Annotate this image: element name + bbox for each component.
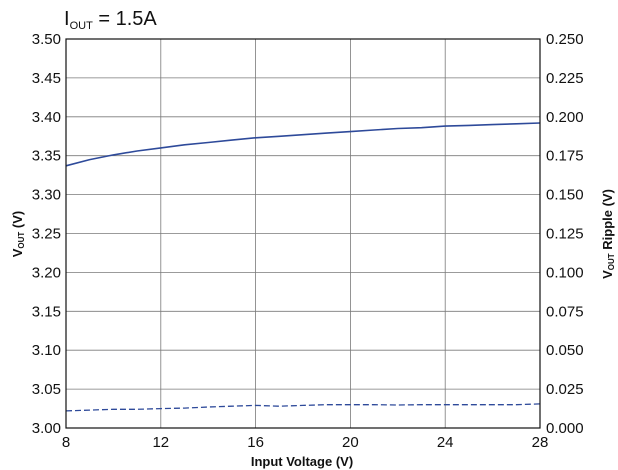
- y-right-tick-label: 0.025: [546, 381, 584, 398]
- y-left-tick-label: 3.45: [32, 70, 61, 87]
- x-tick-label: 20: [342, 434, 359, 451]
- y-left-tick-label: 3.30: [32, 187, 61, 204]
- y-axis-left-title: VOUT (V): [10, 211, 26, 258]
- y-right-tick-label: 0.075: [546, 303, 584, 320]
- grid: [65, 38, 541, 429]
- y-right-tick-label: 0.225: [546, 70, 584, 87]
- y-right-tick-label: 0.150: [546, 187, 584, 204]
- y-left-tick-label: 3.05: [32, 381, 61, 398]
- y-right-tick-label: 0.125: [546, 226, 584, 243]
- x-axis-title: Input Voltage (V): [251, 454, 353, 469]
- y-left-tick-label: 3.50: [32, 31, 61, 48]
- x-tick-label: 24: [437, 434, 454, 451]
- y-right-tick-label: 0.000: [546, 420, 584, 437]
- y-right-tick-label: 0.100: [546, 264, 584, 281]
- series-layer: [65, 122, 541, 412]
- y-right-tick-label: 0.175: [546, 148, 584, 165]
- y-axis-right-title: VOUT Ripple (V): [600, 189, 616, 279]
- plot-frame: [65, 38, 541, 429]
- y-left-tick-label: 3.40: [32, 109, 61, 126]
- y-left-tick-label: 3.15: [32, 303, 61, 320]
- y-left-tick-label: 3.00: [32, 420, 61, 437]
- y-right-tick-label: 0.250: [546, 31, 584, 48]
- x-tick-label: 28: [532, 434, 549, 451]
- y-left-tick-label: 3.25: [32, 226, 61, 243]
- y-right-tick-label: 0.200: [546, 109, 584, 126]
- y-left-tick-label: 3.35: [32, 148, 61, 165]
- tick-labels: 8 12 16 20 24 28 3.00 3.05 3.10 3.15 3.20 3.25 3.30 3…: [32, 31, 584, 451]
- y-left-tick-label: 3.10: [32, 342, 61, 359]
- x-tick-label: 8: [62, 434, 70, 451]
- y-right-tick-label: 0.050: [546, 342, 584, 359]
- annotation: IOUT = 1.5A: [64, 8, 157, 32]
- x-tick-label: 16: [247, 434, 264, 451]
- x-tick-label: 12: [152, 434, 169, 451]
- ripple-series-line: [65, 403, 541, 412]
- y-left-tick-label: 3.20: [32, 264, 61, 281]
- vout-series-line: [65, 122, 541, 167]
